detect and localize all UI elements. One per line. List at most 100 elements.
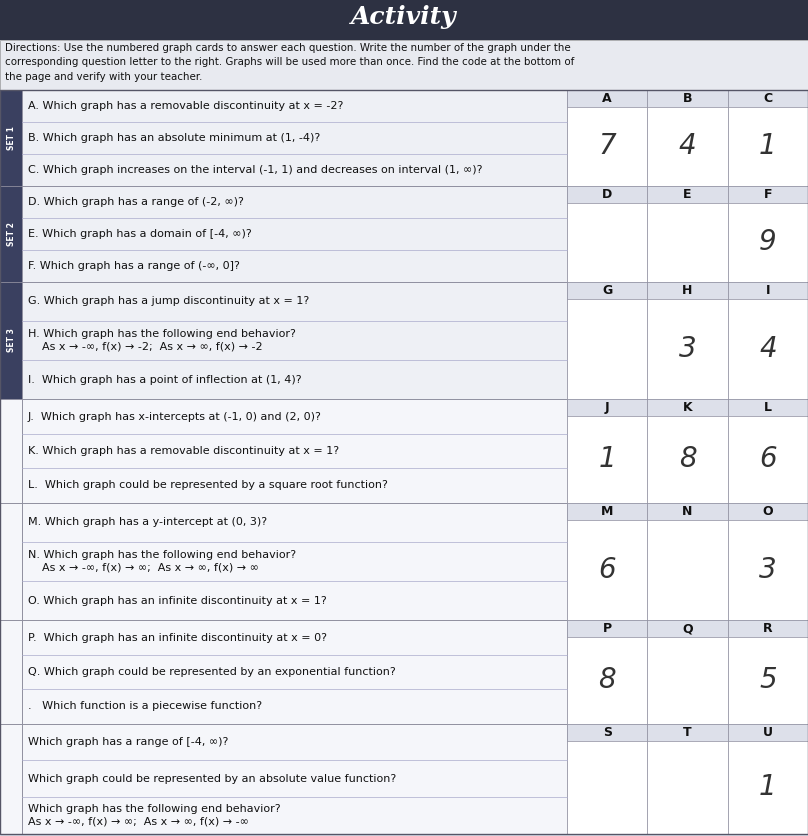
Text: U: U	[763, 726, 772, 738]
Bar	[22, 502, 567, 620]
Bar	[22, 723, 567, 834]
Text: J: J	[605, 401, 609, 415]
Text: .   Which function is a piecewise function?: . Which function is a piecewise function…	[28, 701, 262, 711]
Text: R: R	[763, 622, 772, 635]
Bar	[567, 723, 647, 741]
Bar	[567, 203, 647, 282]
Text: D: D	[602, 188, 612, 201]
Text: A: A	[602, 92, 612, 105]
Text: L.  Which graph could be represented by a square root function?: L. Which graph could be represented by a…	[28, 481, 388, 491]
Text: 3: 3	[759, 556, 776, 584]
Bar	[728, 519, 808, 620]
Text: Q: Q	[682, 622, 692, 635]
Bar	[567, 107, 647, 186]
Text: B. Which graph has an absolute minimum at (1, -4)?: B. Which graph has an absolute minimum a…	[28, 133, 320, 143]
Bar	[647, 741, 728, 834]
Text: H: H	[682, 283, 692, 297]
Text: 3: 3	[679, 335, 696, 363]
Text: O. Which graph has an infinite discontinuity at x = 1?: O. Which graph has an infinite discontin…	[28, 596, 326, 606]
Text: C. Which graph increases on the interval (-1, 1) and decreases on interval (1, ∞: C. Which graph increases on the interval…	[28, 165, 482, 175]
Bar	[728, 400, 808, 416]
Bar	[567, 741, 647, 834]
Text: 4: 4	[679, 132, 696, 161]
Text: F: F	[764, 188, 772, 201]
Text: P.  Which graph has an infinite discontinuity at x = 0?: P. Which graph has an infinite discontin…	[28, 633, 327, 643]
Bar	[647, 416, 728, 502]
Text: T: T	[684, 726, 692, 738]
Bar	[567, 90, 647, 107]
Text: 6: 6	[599, 556, 616, 584]
Bar	[0, 90, 22, 186]
Text: N. Which graph has the following end behavior?
    As x → -∞, f(x) → ∞;  As x → : N. Which graph has the following end beh…	[28, 550, 296, 573]
Text: Activity: Activity	[351, 5, 457, 29]
Text: P: P	[603, 622, 612, 635]
Bar	[567, 186, 808, 282]
Text: Q. Which graph could be represented by an exponential function?: Q. Which graph could be represented by a…	[28, 667, 396, 677]
Bar	[647, 282, 728, 298]
Text: I: I	[766, 283, 770, 297]
Bar	[567, 723, 808, 834]
Bar	[647, 519, 728, 620]
Bar	[728, 203, 808, 282]
Text: 1: 1	[759, 132, 776, 161]
Bar	[567, 186, 647, 203]
Bar	[0, 40, 808, 90]
Bar	[647, 637, 728, 723]
Text: 7: 7	[599, 132, 616, 161]
Text: Which graph could be represented by an absolute value function?: Which graph could be represented by an a…	[28, 774, 396, 784]
Bar	[647, 723, 728, 741]
Text: M: M	[601, 504, 613, 517]
Bar	[728, 298, 808, 400]
Text: 6: 6	[759, 446, 776, 473]
Text: I.  Which graph has a point of inflection at (1, 4)?: I. Which graph has a point of inflection…	[28, 375, 301, 385]
Bar	[647, 186, 728, 203]
Text: 8: 8	[599, 666, 616, 695]
Text: Which graph has a range of [-4, ∞)?: Which graph has a range of [-4, ∞)?	[28, 737, 229, 747]
Bar	[0, 0, 808, 40]
Text: L: L	[764, 401, 772, 415]
Bar	[0, 502, 22, 620]
Bar	[567, 282, 647, 298]
Bar	[567, 90, 808, 186]
Text: K: K	[683, 401, 692, 415]
Text: Directions: Use the numbered graph cards to answer each question. Write the numb: Directions: Use the numbered graph cards…	[5, 43, 574, 82]
Bar	[647, 400, 728, 416]
Text: C: C	[764, 92, 772, 105]
Text: E: E	[684, 188, 692, 201]
Bar	[0, 620, 22, 723]
Text: M. Which graph has a y-intercept at (0, 3)?: M. Which graph has a y-intercept at (0, …	[28, 517, 267, 528]
Text: 5: 5	[759, 666, 776, 695]
Text: N: N	[682, 504, 692, 517]
Text: 1: 1	[759, 773, 776, 801]
Bar	[728, 741, 808, 834]
Bar	[647, 203, 728, 282]
Bar	[22, 186, 567, 282]
Text: K. Which graph has a removable discontinuity at x = 1?: K. Which graph has a removable discontin…	[28, 446, 339, 456]
Text: D. Which graph has a range of (-2, ∞)?: D. Which graph has a range of (-2, ∞)?	[28, 196, 244, 206]
Bar	[728, 107, 808, 186]
Bar	[0, 400, 22, 502]
Bar	[647, 620, 728, 637]
Text: Which graph has the following end behavior?
As x → -∞, f(x) → ∞;  As x → ∞, f(x): Which graph has the following end behavi…	[28, 804, 280, 827]
Bar	[728, 637, 808, 723]
Text: G. Which graph has a jump discontinuity at x = 1?: G. Which graph has a jump discontinuity …	[28, 296, 309, 306]
Bar	[567, 282, 808, 400]
Text: S: S	[603, 726, 612, 738]
Text: SET 3: SET 3	[6, 329, 15, 353]
Bar	[728, 282, 808, 298]
Text: B: B	[683, 92, 692, 105]
Bar	[0, 723, 22, 834]
Bar	[0, 90, 808, 834]
Text: J.  Which graph has x-intercepts at (-1, 0) and (2, 0)?: J. Which graph has x-intercepts at (-1, …	[28, 411, 322, 421]
Text: E. Which graph has a domain of [-4, ∞)?: E. Which graph has a domain of [-4, ∞)?	[28, 228, 252, 238]
Bar	[567, 416, 647, 502]
Bar	[0, 282, 22, 400]
Text: 1: 1	[599, 446, 616, 473]
Text: 9: 9	[759, 228, 776, 256]
Bar	[567, 298, 647, 400]
Bar	[22, 620, 567, 723]
Bar	[22, 90, 567, 186]
Bar	[567, 400, 647, 416]
Bar	[567, 519, 647, 620]
Bar	[728, 502, 808, 519]
